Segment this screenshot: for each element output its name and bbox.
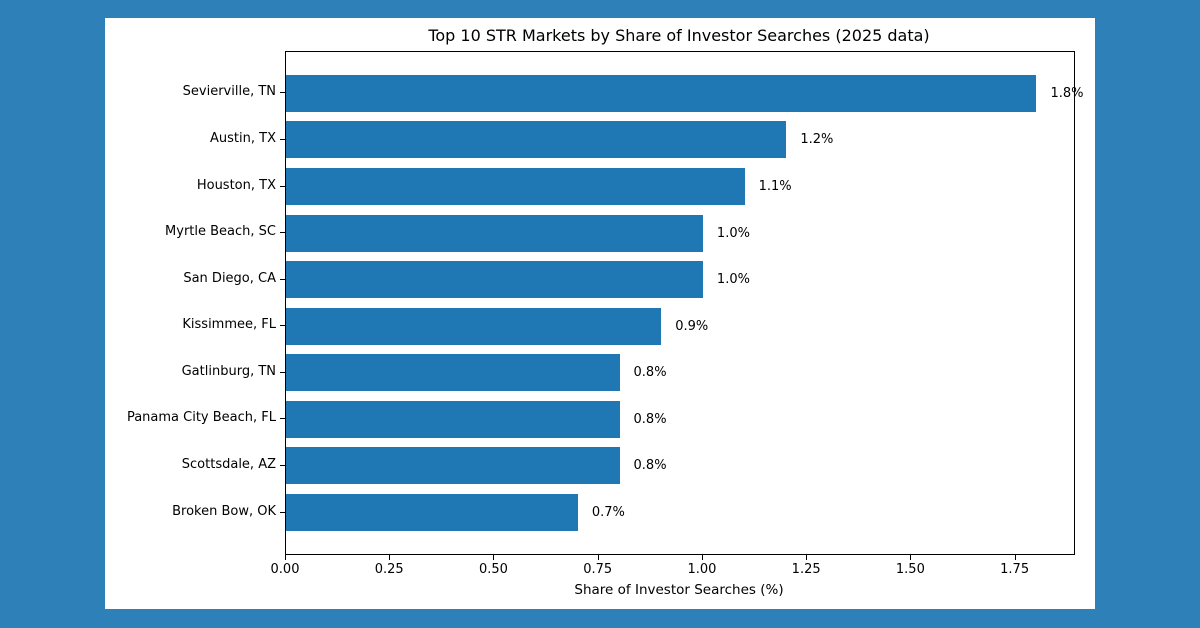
x-tick-label: 0.25	[374, 562, 404, 577]
x-tick-mark	[285, 555, 286, 560]
bar-value-label: 1.0%	[716, 225, 750, 241]
x-tick-label: 1.75	[1000, 562, 1030, 577]
y-tick-label: Broken Bow, OK	[172, 503, 276, 519]
y-tick-mark	[280, 325, 285, 327]
y-tick-label: Sevierville, TN	[182, 84, 276, 100]
y-tick-mark	[280, 232, 285, 234]
chart-card: Top 10 STR Markets by Share of Investor …	[105, 18, 1095, 609]
x-axis-title: Share of Investor Searches (%)	[574, 582, 784, 598]
bar-value-label: 1.0%	[716, 272, 750, 288]
y-tick-label: Gatlinburg, TN	[181, 363, 276, 379]
x-tick-label: 0.50	[478, 562, 508, 577]
y-tick-label: Kissimmee, FL	[182, 317, 276, 333]
y-tick-label: Panama City Beach, FL	[126, 410, 276, 426]
bar	[286, 74, 1037, 112]
bar	[286, 400, 620, 438]
x-tick-mark	[389, 555, 391, 560]
chart-title: Top 10 STR Markets by Share of Investor …	[428, 26, 930, 45]
x-tick-label: 0.00	[270, 562, 300, 577]
x-tick-mark	[806, 555, 808, 560]
y-tick-label: Houston, TX	[196, 177, 276, 193]
bar-value-label: 0.8%	[633, 411, 667, 427]
x-tick-label: 1.00	[687, 562, 717, 577]
y-tick-label: Austin, TX	[210, 130, 276, 146]
x-tick-mark	[597, 555, 599, 560]
y-tick-label: Scottsdale, AZ	[181, 456, 276, 472]
bar	[286, 214, 703, 252]
bar-value-label: 0.8%	[633, 458, 667, 474]
plot-area: 1.8% 1.2% 1.1% 1.0% 1.0% 0.9% 0.8% 0.8% 0.8% 0.7%	[285, 51, 1084, 555]
bar	[286, 494, 578, 532]
x-tick-label: 0.75	[583, 562, 613, 577]
bar-value-label: 0.8%	[633, 365, 667, 381]
bar	[286, 168, 745, 206]
bar-value-label: 1.8%	[1050, 85, 1084, 101]
bar	[286, 121, 787, 159]
y-tick-mark	[280, 138, 285, 140]
bar	[286, 307, 662, 345]
bar	[286, 354, 620, 392]
x-tick-mark	[493, 555, 495, 560]
y-tick-mark	[280, 464, 285, 466]
x-tick-mark	[910, 555, 912, 560]
bar	[286, 447, 620, 485]
y-tick-mark	[280, 418, 285, 420]
bar-value-label: 0.7%	[591, 505, 625, 521]
y-tick-label: San Diego, CA	[183, 270, 276, 286]
x-tick-label: 1.50	[895, 562, 925, 577]
bar	[286, 261, 703, 299]
y-tick-mark	[280, 371, 285, 373]
y-tick-mark	[280, 278, 285, 280]
y-tick-mark	[280, 92, 285, 94]
y-tick-mark	[280, 185, 285, 187]
bar-value-label: 1.2%	[800, 132, 834, 148]
bar-value-label: 1.1%	[758, 179, 792, 195]
x-tick-label: 1.25	[791, 562, 821, 577]
x-tick-mark	[701, 555, 703, 560]
x-tick-mark	[1014, 555, 1016, 560]
y-tick-label: Myrtle Beach, SC	[165, 224, 276, 240]
bar-value-label: 0.9%	[675, 318, 709, 334]
y-tick-mark	[280, 511, 285, 513]
